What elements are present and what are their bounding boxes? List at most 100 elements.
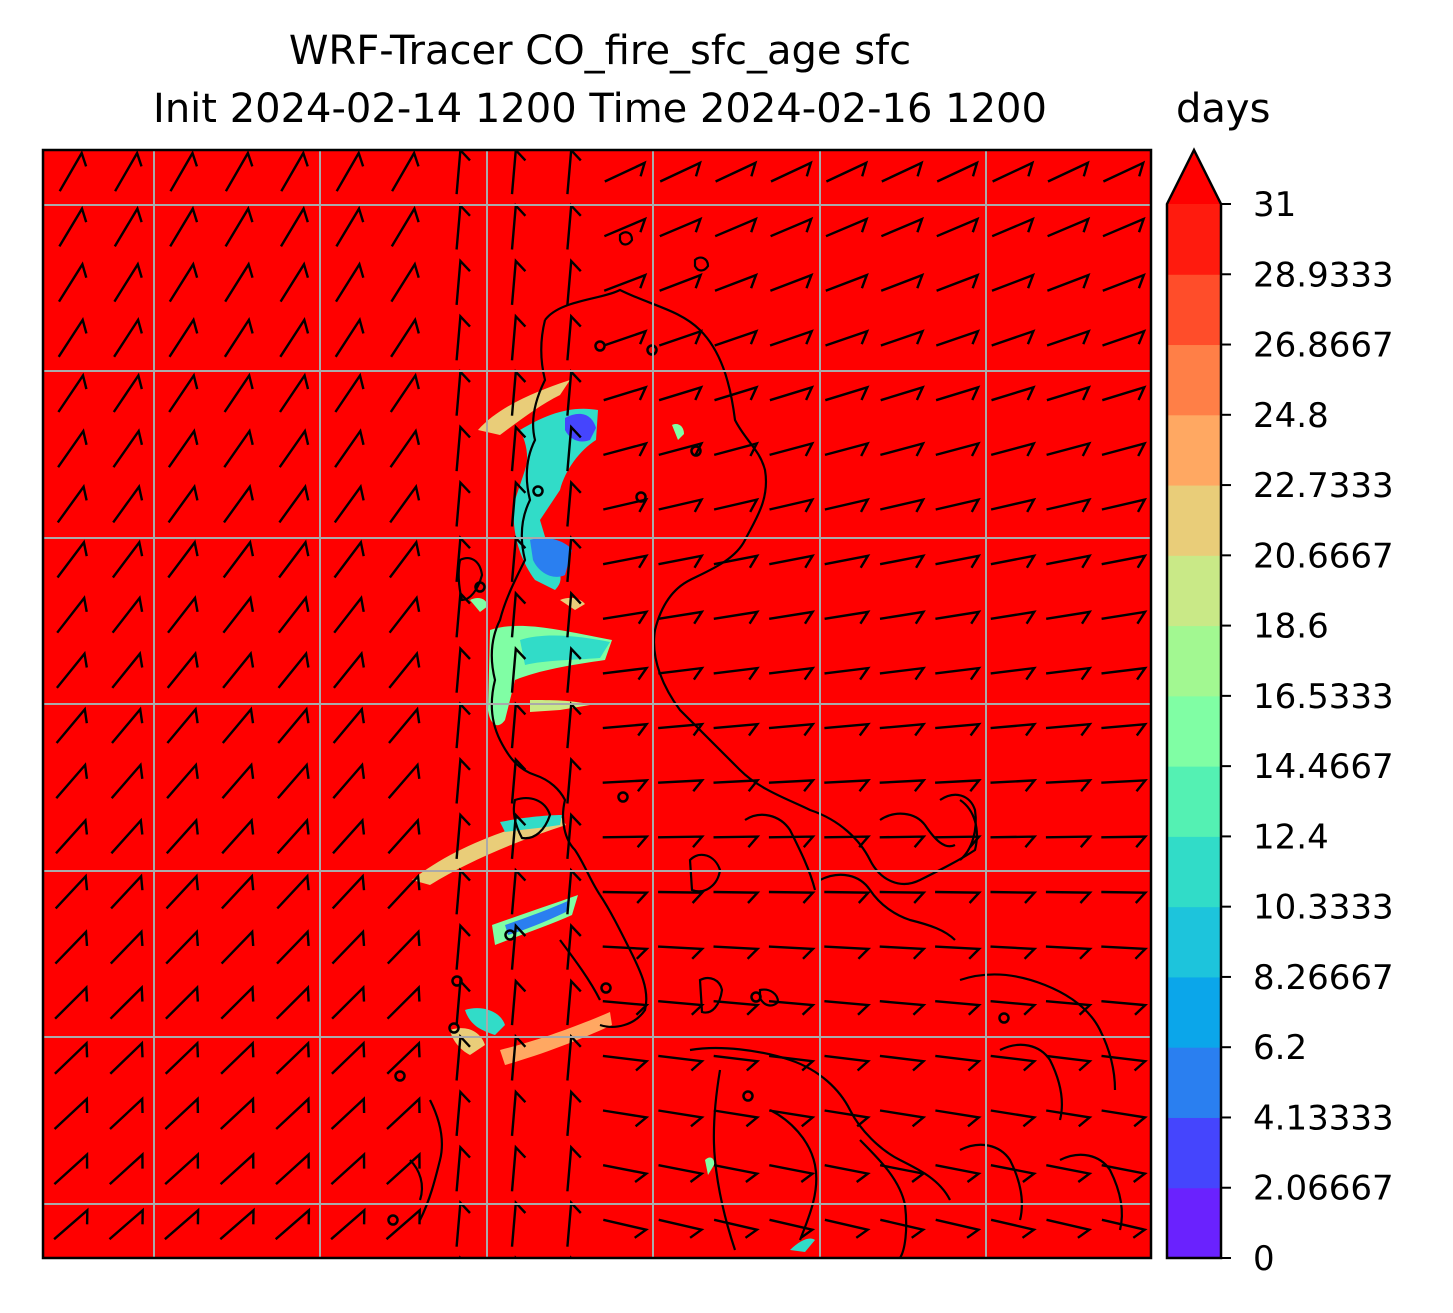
wind-barb — [335, 205, 365, 248]
wind-barb — [659, 273, 703, 292]
wind-barb — [713, 779, 761, 793]
wind-barb — [56, 483, 88, 524]
wind-barb — [602, 1000, 650, 1016]
wind-barb — [990, 1109, 1038, 1128]
map-frame — [41, 148, 1153, 1260]
wind-barb — [991, 216, 1035, 238]
wind-barb — [768, 835, 816, 848]
wind-barb — [110, 762, 144, 799]
wind-barb — [769, 441, 815, 457]
wind-barb — [113, 261, 143, 303]
wind-barb — [385, 1151, 421, 1185]
wind-barb — [510, 978, 527, 1026]
wind-barb — [658, 779, 705, 793]
wind-barb — [935, 1054, 982, 1072]
wind-barb — [566, 1144, 582, 1192]
wind-barb — [220, 1040, 255, 1075]
wind-barb — [224, 205, 254, 248]
wind-barb — [879, 722, 927, 737]
wind-barb — [769, 1109, 816, 1128]
wind-barb — [330, 1151, 366, 1185]
wind-barb — [602, 1054, 650, 1072]
wind-barb — [455, 313, 471, 361]
colorbar-segments — [1167, 203, 1221, 1259]
wind-barb — [713, 1054, 761, 1072]
wind-barb — [1045, 1000, 1093, 1016]
wind-barb — [1101, 722, 1148, 737]
wind-barb — [990, 666, 1037, 681]
wind-barb — [714, 216, 758, 238]
wind-barb — [1101, 497, 1148, 513]
wind-barb — [880, 497, 926, 513]
wind-barb — [455, 923, 471, 970]
wind-barb — [279, 372, 310, 413]
wind-barb — [658, 441, 704, 457]
wind-barb — [658, 890, 705, 904]
wind-barb — [112, 372, 143, 413]
wind-barb — [824, 722, 871, 737]
wind-barb — [880, 441, 926, 457]
wind-barb — [1101, 554, 1148, 569]
wind-barb — [603, 385, 648, 402]
wind-barb — [168, 261, 199, 303]
wind-barb — [390, 261, 420, 303]
wind-barb — [879, 666, 927, 681]
plume-middle-core — [520, 635, 610, 665]
wind-barb — [936, 216, 980, 238]
plume-north-mid — [530, 538, 572, 577]
wind-barb — [658, 666, 705, 681]
wind-barb — [1045, 722, 1093, 737]
wind-barb — [935, 497, 981, 513]
wind-barb — [1046, 1109, 1093, 1128]
plume-south-5 — [450, 1028, 485, 1055]
wind-barb — [991, 329, 1036, 347]
wind-barb — [658, 554, 705, 569]
plume-south-1 — [412, 815, 566, 885]
wind-barb — [659, 216, 703, 238]
wind-barb — [824, 890, 871, 904]
wind-barb — [331, 929, 366, 965]
wind-barb — [713, 1000, 761, 1016]
wind-barb — [223, 483, 254, 524]
colorbar-segment — [1167, 976, 1221, 1048]
wind-barb — [277, 595, 310, 634]
wind-barb — [1046, 610, 1093, 625]
wind-barb — [389, 372, 420, 413]
wind-barb — [223, 428, 254, 468]
wind-barb — [768, 666, 816, 681]
wind-barb — [603, 273, 648, 292]
wind-barb — [769, 273, 814, 292]
wind-barb — [935, 945, 982, 960]
colorbar-tick-label: 10.3333 — [1253, 888, 1394, 928]
wind-barb — [55, 650, 88, 689]
wind-barb — [990, 441, 1037, 457]
wind-barb — [510, 646, 527, 693]
wind-barb — [879, 1000, 927, 1016]
wind-barb — [331, 984, 366, 1020]
wind-barb — [879, 945, 927, 960]
wind-barb — [1046, 554, 1092, 569]
wind-barb — [332, 762, 366, 799]
wind-barb — [658, 1164, 705, 1183]
wind-barb — [166, 762, 199, 799]
wind-barb — [388, 650, 421, 689]
wind-barb — [165, 873, 199, 910]
wind-barb — [164, 1040, 200, 1075]
wind-barb — [879, 610, 926, 625]
colorbar-segment — [1167, 554, 1221, 627]
wind-barb — [220, 984, 255, 1020]
wind-barb — [277, 706, 310, 744]
wind-barb — [455, 646, 471, 693]
wind-barb — [1047, 216, 1091, 238]
colorbar-segment — [1167, 1116, 1221, 1189]
wind-barb — [109, 1040, 144, 1075]
wind-barb — [1101, 610, 1148, 625]
wind-barb — [455, 590, 471, 638]
colorbar-segment — [1167, 1187, 1221, 1259]
wind-barb — [825, 329, 870, 347]
wind-barb — [455, 756, 471, 804]
wind-barb — [1046, 385, 1092, 402]
wind-barb — [658, 497, 704, 513]
wind-barb — [990, 497, 1037, 513]
wind-barb — [388, 595, 421, 634]
